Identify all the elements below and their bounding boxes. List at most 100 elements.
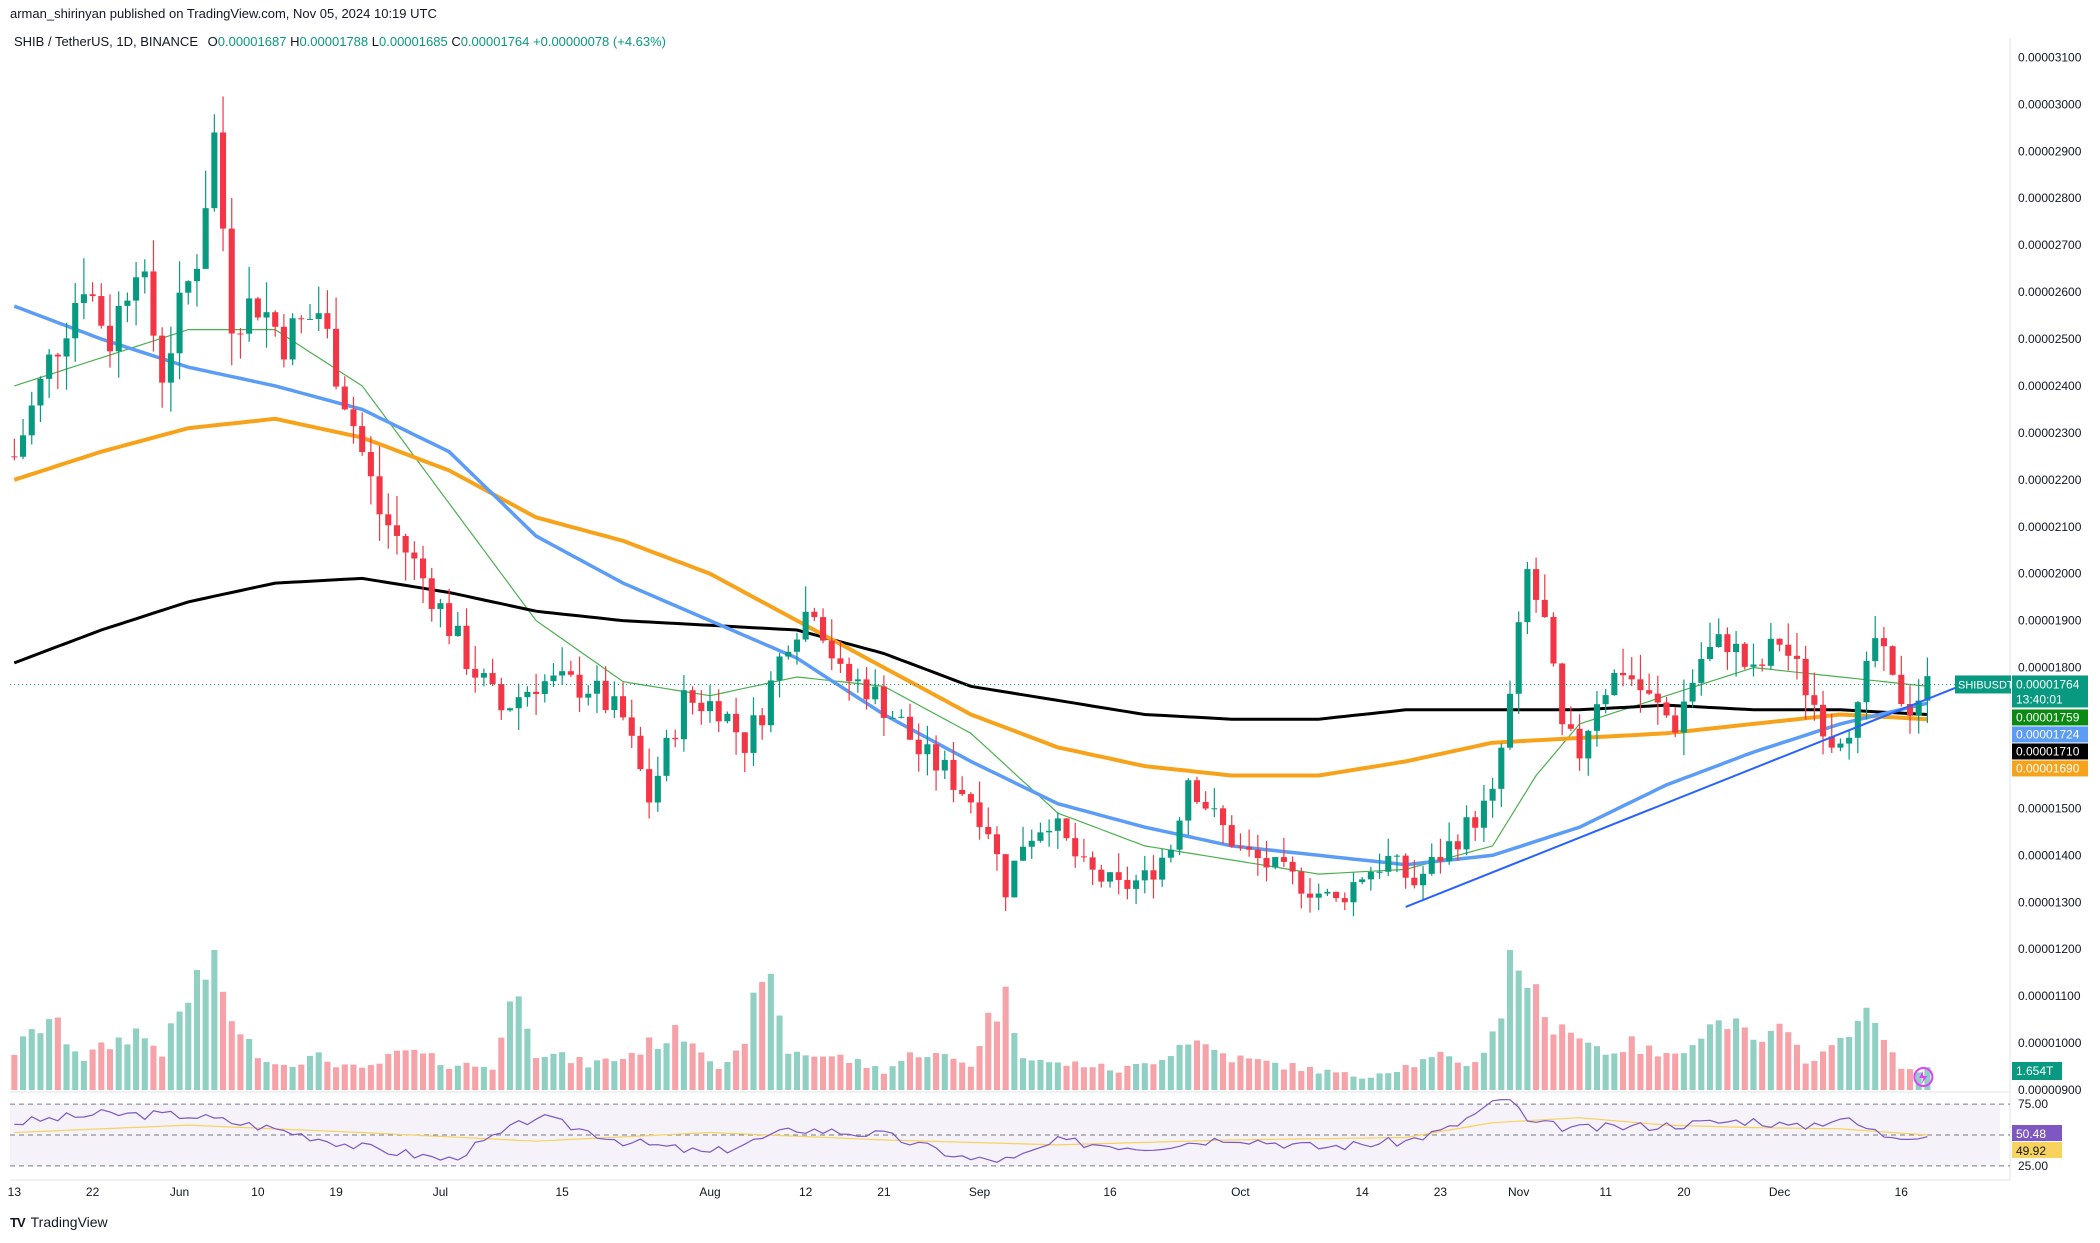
volume-bar	[1298, 1071, 1305, 1090]
volume-bar	[1359, 1078, 1366, 1090]
volume-bar	[1098, 1063, 1105, 1090]
volume-bar	[1654, 1056, 1661, 1090]
rsi-ma-value-box	[2012, 1142, 2062, 1158]
candle-body	[1576, 728, 1583, 759]
candle-body	[1420, 873, 1427, 886]
candle-body	[506, 708, 514, 711]
candle-body	[1672, 715, 1679, 733]
volume-bar	[472, 1066, 479, 1090]
volume-bar	[1150, 1064, 1157, 1090]
candle-body	[463, 625, 470, 669]
ma-orange-line	[13, 416, 1928, 778]
candle-body	[1350, 882, 1357, 903]
candle-body	[1602, 695, 1609, 705]
volume-bar	[1237, 1055, 1244, 1090]
candle-body	[1915, 700, 1922, 716]
volume-bar	[1089, 1067, 1096, 1090]
candle-body	[1698, 658, 1705, 683]
candle-body	[959, 789, 966, 795]
volume-bar	[1254, 1059, 1261, 1090]
candle-body	[115, 305, 122, 352]
volume-bar	[341, 1064, 348, 1090]
candle-body	[1759, 664, 1766, 666]
candle-body	[1506, 693, 1514, 748]
time-tick-label: Jul	[433, 1185, 448, 1199]
candle-body	[767, 680, 774, 726]
volume-bar	[1011, 1033, 1018, 1090]
volume-bar	[1454, 1062, 1461, 1090]
candle-body	[1289, 861, 1296, 872]
volume-bar	[793, 1051, 800, 1090]
candle-body	[1480, 800, 1487, 828]
volume-bar	[637, 1054, 644, 1090]
volume-bar	[602, 1058, 609, 1090]
candle-body	[472, 668, 479, 678]
volume-bar	[1446, 1056, 1453, 1090]
volume-bar	[1611, 1053, 1618, 1090]
candle-body	[1872, 638, 1879, 661]
volume-bar	[1776, 1023, 1783, 1090]
candle-body	[1515, 622, 1522, 694]
time-tick-label: 10	[251, 1185, 265, 1199]
volume-bar	[993, 1021, 1000, 1090]
volume-value-label: 1.654T	[2016, 1064, 2054, 1078]
candle-body	[1324, 891, 1331, 894]
time-tick-label: 15	[555, 1185, 569, 1199]
volume-bar	[872, 1066, 879, 1090]
volume-bar	[446, 1068, 453, 1090]
candle-body	[54, 354, 61, 357]
volume-bar	[1559, 1024, 1566, 1090]
volume-bar	[941, 1054, 948, 1090]
candle-body	[1446, 841, 1453, 862]
volume-bar	[1759, 1041, 1766, 1090]
candle-body	[1202, 802, 1209, 809]
candle-body	[1802, 658, 1809, 696]
time-tick-label: Nov	[1508, 1185, 1529, 1199]
price-tick-label: 0.00002700	[2018, 238, 2082, 252]
volume-bar	[1080, 1067, 1087, 1090]
price-tick-label: 0.00000900	[2018, 1083, 2082, 1097]
candle-body	[367, 452, 374, 477]
time-tick-label: Sep	[969, 1185, 991, 1199]
volume-bar	[420, 1053, 427, 1090]
volume-bar	[1393, 1071, 1400, 1090]
volume-bar	[715, 1068, 722, 1090]
volume-bar	[89, 1049, 96, 1090]
candle-body	[315, 313, 322, 319]
volume-bar	[63, 1044, 70, 1090]
volume-bar	[359, 1067, 366, 1090]
volume-bar	[193, 970, 200, 1090]
candle-body	[1454, 841, 1461, 850]
candle-body	[1063, 818, 1070, 839]
volume-bar	[1620, 1052, 1627, 1090]
candle-body	[1159, 857, 1166, 880]
candle-body	[863, 679, 870, 700]
volume-bar	[1289, 1062, 1296, 1090]
volume-bar	[72, 1051, 79, 1090]
volume-bar	[524, 1028, 531, 1090]
volume-bar	[620, 1058, 627, 1090]
candle-body	[715, 701, 722, 722]
candle-body	[1906, 703, 1914, 716]
symbol-name[interactable]: SHIB / TetherUS, 1D, BINANCE	[14, 34, 198, 49]
candle-body	[1315, 893, 1322, 898]
ma-blue-line	[13, 304, 1928, 867]
candle-body	[1124, 879, 1131, 889]
candle-body	[1585, 730, 1592, 759]
volume-bar	[437, 1065, 444, 1090]
volume-bar	[1872, 1022, 1879, 1090]
volume-bar	[837, 1054, 844, 1090]
volume-bar	[1315, 1073, 1322, 1090]
tradingview-brand[interactable]: TV TradingView	[10, 1214, 108, 1230]
candle-body	[1115, 872, 1122, 880]
time-tick-label: Jun	[170, 1185, 189, 1199]
volume-bar	[1115, 1072, 1122, 1090]
volume-bar	[1272, 1062, 1279, 1090]
volume-bar	[1106, 1070, 1114, 1090]
rsi-level-25: 25.00	[2018, 1159, 2048, 1173]
candle-body	[585, 693, 592, 698]
volume-bar	[1324, 1069, 1331, 1090]
symbol-ohlc-line: SHIB / TetherUS, 1D, BINANCE O0.00001687…	[14, 34, 666, 49]
candle-body	[950, 759, 957, 790]
